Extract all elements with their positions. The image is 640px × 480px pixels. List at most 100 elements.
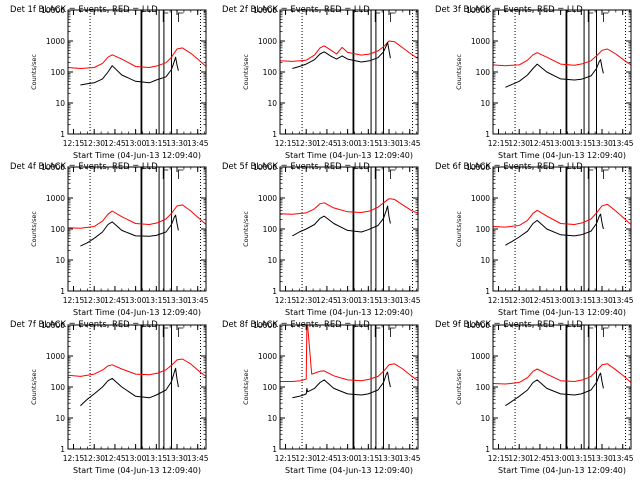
x-tick-label: 12:15 xyxy=(275,139,297,148)
x-tick-label: 13:00 xyxy=(550,139,572,148)
series-lld xyxy=(279,198,419,215)
series-events xyxy=(80,56,179,86)
x-tick-label: 12:45 xyxy=(104,139,126,148)
x-tick-label: 13:15 xyxy=(358,139,380,148)
y-tick-label: 1000 xyxy=(46,352,65,361)
x-tick-label: 13:30 xyxy=(378,454,400,463)
y-tick-label: 1000 xyxy=(258,37,277,46)
top-marker xyxy=(603,169,609,179)
series-events xyxy=(292,205,391,237)
panel-9: Det 9f BLACK = Events, RED = LLD Counts/s… xyxy=(435,319,634,475)
y-tick-label: 1 xyxy=(60,130,65,139)
y-tick-label: 100 xyxy=(476,225,491,234)
y-tick-label: 10 xyxy=(480,256,490,265)
x-tick-label: 12:30 xyxy=(83,296,105,305)
x-tick-label: 12:30 xyxy=(508,454,530,463)
series-lld xyxy=(279,40,419,62)
x-tick-label: 13:30 xyxy=(591,454,613,463)
plot-frame xyxy=(279,324,419,450)
y-tick-label: 100 xyxy=(476,383,491,392)
y-axis-label: Counts/sec xyxy=(242,369,250,405)
y-tick-label: 10 xyxy=(267,414,277,423)
top-marker xyxy=(162,169,169,179)
plot-frame xyxy=(492,324,632,450)
x-tick-label: 13:00 xyxy=(337,454,359,463)
y-tick-label: 1000 xyxy=(258,194,277,203)
y-tick-label: 10 xyxy=(55,99,65,108)
panel-title: Det 5f BLACK = Events, RED = LLD xyxy=(222,161,370,171)
y-tick-label: 10 xyxy=(480,414,490,423)
series-lld xyxy=(492,363,632,385)
top-marker xyxy=(178,169,184,179)
x-tick-label: 12:15 xyxy=(488,454,510,463)
y-tick-label: 1000 xyxy=(471,37,490,46)
y-tick-label: 10000 xyxy=(253,321,277,330)
panel-title: Det 2f BLACK = Events, RED = LLD xyxy=(222,4,370,14)
x-tick-label: 13:15 xyxy=(571,139,593,148)
top-marker xyxy=(374,327,381,337)
x-tick-label: 13:15 xyxy=(146,296,168,305)
panel-title: Det 7f BLACK = Events, RED = LLD xyxy=(10,319,158,329)
x-tick-label: 12:30 xyxy=(508,296,530,305)
panel-title: Det 4f BLACK = Events, RED = LLD xyxy=(10,161,158,171)
x-tick-label: 13:00 xyxy=(337,296,359,305)
x-tick-label: 13:45 xyxy=(612,139,634,148)
plot-frame xyxy=(279,166,419,292)
y-tick-label: 100 xyxy=(476,68,491,77)
series-events xyxy=(505,59,604,88)
y-tick-label: 1 xyxy=(485,287,490,296)
panel-title: Det 3f BLACK = Events, RED = LLD xyxy=(435,4,583,14)
x-tick-label: 13:45 xyxy=(399,139,421,148)
y-tick-label: 100 xyxy=(263,225,278,234)
x-tick-label: 13:00 xyxy=(125,454,147,463)
series-lld xyxy=(67,47,207,69)
y-tick-label: 10 xyxy=(55,414,65,423)
panel-5: Det 5f BLACK = Events, RED = LLD Counts/s… xyxy=(222,161,421,317)
top-marker xyxy=(603,12,609,22)
x-tick-label: 12:15 xyxy=(275,454,297,463)
x-tick-label: 13:45 xyxy=(187,139,209,148)
series-lld xyxy=(67,358,207,377)
x-tick-label: 13:30 xyxy=(378,296,400,305)
x-tick-label: 12:45 xyxy=(104,454,126,463)
panel-title: Det 8f BLACK = Events, RED = LLD xyxy=(222,319,370,329)
y-tick-label: 10000 xyxy=(466,321,490,330)
plot-frame xyxy=(67,166,207,292)
y-tick-label: 1000 xyxy=(471,352,490,361)
y-tick-label: 1 xyxy=(60,445,65,454)
plot-frame xyxy=(492,166,632,292)
x-tick-label: 13:30 xyxy=(166,296,188,305)
y-tick-label: 1000 xyxy=(471,194,490,203)
x-tick-label: 12:15 xyxy=(488,139,510,148)
y-tick-label: 1 xyxy=(272,287,277,296)
x-tick-label: 12:15 xyxy=(488,296,510,305)
series-lld xyxy=(280,324,419,382)
x-tick-label: 12:45 xyxy=(529,454,551,463)
y-axis-label: Counts/sec xyxy=(455,54,463,90)
y-tick-label: 100 xyxy=(263,68,278,77)
plot-frame xyxy=(67,9,207,135)
x-tick-label: 13:45 xyxy=(187,296,209,305)
x-tick-label: 12:45 xyxy=(104,296,126,305)
x-tick-label: 12:30 xyxy=(295,454,317,463)
y-tick-label: 10000 xyxy=(466,6,490,15)
x-tick-label: 12:45 xyxy=(316,454,338,463)
x-tick-label: 13:00 xyxy=(550,296,572,305)
panel-6: Det 6f BLACK = Events, RED = LLD Counts/s… xyxy=(435,161,634,317)
panel-title: Det 6f BLACK = Events, RED = LLD xyxy=(435,161,583,171)
top-marker xyxy=(374,169,381,179)
x-axis-label: Start Time (04-Jun-13 12:09:40) xyxy=(73,466,201,475)
y-tick-label: 100 xyxy=(263,383,278,392)
x-tick-label: 13:45 xyxy=(612,296,634,305)
x-tick-label: 13:45 xyxy=(187,454,209,463)
plot-frame xyxy=(279,9,419,135)
x-axis-label: Start Time (04-Jun-13 12:09:40) xyxy=(498,466,626,475)
x-tick-label: 12:15 xyxy=(63,139,85,148)
y-tick-label: 100 xyxy=(51,68,66,77)
panel-title: Det 9f BLACK = Events, RED = LLD xyxy=(435,319,583,329)
y-tick-label: 1000 xyxy=(46,194,65,203)
top-marker xyxy=(390,12,396,22)
y-tick-label: 10000 xyxy=(41,6,65,15)
top-marker xyxy=(587,12,594,22)
